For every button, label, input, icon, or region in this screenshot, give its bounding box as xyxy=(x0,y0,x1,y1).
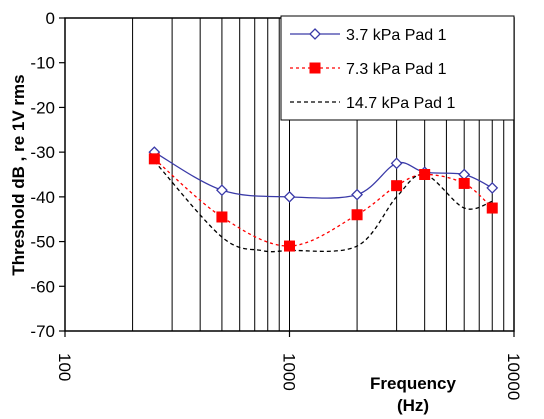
data-point-square xyxy=(351,209,363,221)
y-tick-label: -40 xyxy=(30,188,55,207)
legend-label: 7.3 kPa Pad 1 xyxy=(346,61,447,78)
series-line xyxy=(154,151,493,199)
legend: 3.7 kPa Pad 1 7.3 kPa Pad 1 14.7 kPa Pad 1 xyxy=(280,15,515,121)
x-tick-labels: 100 1000 10000 xyxy=(55,353,523,400)
data-point-square xyxy=(419,169,431,180)
x-tick-label: 1000 xyxy=(280,353,299,391)
series-lines xyxy=(153,151,493,253)
data-point-square xyxy=(391,180,403,192)
data-point-square xyxy=(284,240,295,252)
series-markers xyxy=(148,146,499,252)
data-point-diamond xyxy=(283,190,296,203)
x-tick-label: 10000 xyxy=(504,353,523,400)
data-point-diamond xyxy=(309,28,321,40)
data-point-square xyxy=(486,202,498,214)
data-point-diamond xyxy=(486,181,499,194)
y-tick-label: -30 xyxy=(30,143,55,162)
axis-ticks xyxy=(59,17,515,337)
data-point-diamond xyxy=(390,157,403,170)
y-axis-title: Threshold dB , re 1V rms xyxy=(9,74,28,275)
series-line xyxy=(153,160,493,253)
data-point-diamond xyxy=(215,184,228,197)
data-point-square xyxy=(148,153,160,165)
y-tick-label: -70 xyxy=(30,322,55,341)
y-tick-label: -10 xyxy=(30,54,55,73)
data-point-diamond xyxy=(351,188,364,201)
y-tick-label: -60 xyxy=(30,277,55,296)
data-point-square xyxy=(458,177,470,189)
x-tick-label: 100 xyxy=(55,353,74,381)
legend-label: 3.7 kPa Pad 1 xyxy=(346,27,447,44)
x-axis-title-line1: Frequency xyxy=(370,374,457,393)
data-point-square xyxy=(309,62,321,74)
y-tick-label: -50 xyxy=(30,233,55,252)
y-tick-labels: 0 -10 -20 -30 -40 -50 -60 -70 xyxy=(30,9,55,341)
x-axis-title-line2: (Hz) xyxy=(397,396,429,415)
y-tick-label: 0 xyxy=(46,9,55,28)
legend-label: 14.7 kPa Pad 1 xyxy=(346,95,456,112)
legend-items: 3.7 kPa Pad 1 7.3 kPa Pad 1 14.7 kPa Pad 1 xyxy=(290,27,456,112)
y-tick-label: -20 xyxy=(30,98,55,117)
data-point-square xyxy=(216,211,228,223)
series-line xyxy=(153,158,493,247)
